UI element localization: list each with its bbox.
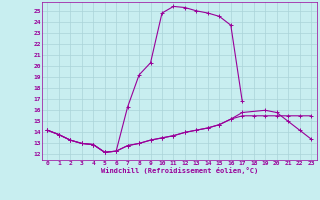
X-axis label: Windchill (Refroidissement éolien,°C): Windchill (Refroidissement éolien,°C)	[100, 167, 258, 174]
